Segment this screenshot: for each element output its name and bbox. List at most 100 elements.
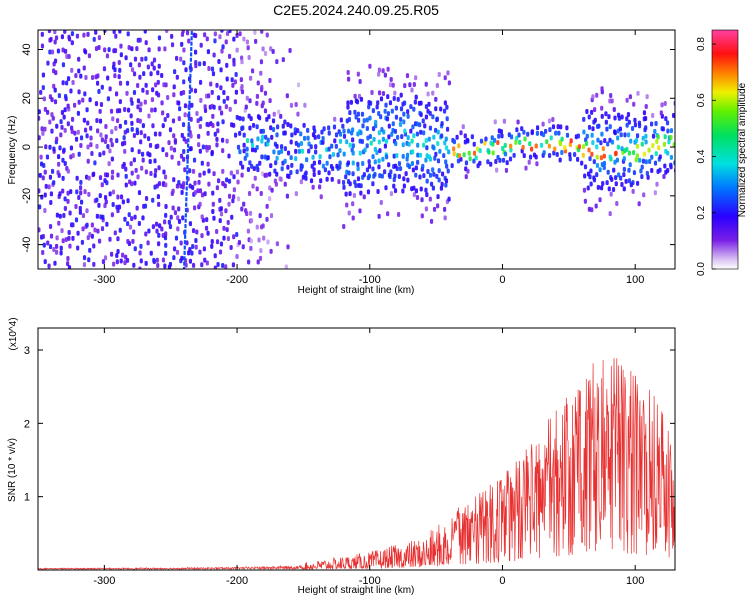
spectrogram-cell [403, 100, 407, 106]
spectrogram-cell [627, 119, 631, 125]
spectrogram-cell [93, 227, 97, 233]
spectrogram-cell [189, 146, 193, 152]
spectrogram-cell [635, 153, 639, 159]
spectrogram-cell [175, 55, 179, 61]
spectrogram-cell [436, 141, 440, 147]
spectrogram-cell [632, 170, 637, 176]
spectrogram-cell [44, 144, 48, 150]
spectrogram-cell [74, 136, 79, 142]
spectrogram-cell [412, 106, 416, 112]
spectrogram-cell [95, 213, 99, 219]
spectrogram-cell [345, 139, 349, 145]
spectrogram-cell [456, 158, 461, 164]
spectrogram-cell [62, 147, 66, 153]
spectrogram-cell [139, 130, 143, 136]
colorbar: 0.00.20.40.60.8 Normalized spectral ampl… [696, 29, 748, 276]
spectrogram-cell [342, 151, 346, 157]
spectrogram-cell [205, 36, 209, 42]
spectrogram-cell [387, 162, 391, 168]
spectrogram-cell [218, 105, 222, 111]
spectrogram-cell [225, 138, 229, 144]
spectrogram-cell [98, 193, 102, 199]
spectrogram-cell [198, 249, 202, 255]
spectrogram-cell [252, 166, 256, 172]
spectrogram-cell [398, 166, 403, 172]
spectrogram-cell [167, 219, 171, 225]
spectrogram-cell [193, 49, 198, 55]
spectrogram-cell [119, 194, 124, 200]
spectrogram-cell [545, 139, 549, 145]
spectrogram-cell [46, 60, 50, 66]
spectrogram-cell [362, 118, 366, 124]
spectrogram-cell [236, 196, 241, 202]
spectrogram-cell [472, 158, 476, 164]
spectrogram-cell [85, 133, 89, 139]
spectrogram-cell [655, 139, 659, 145]
spectrogram-cell [416, 142, 420, 148]
spectrogram-cell [509, 134, 514, 140]
spectrogram-cell [113, 67, 117, 73]
spectrogram-cell [271, 118, 276, 124]
spectrogram-cell [509, 147, 513, 153]
spectrogram-cell [85, 107, 89, 113]
spectrogram-cell [97, 35, 101, 41]
spectrogram-cell [78, 209, 82, 215]
spectrogram-cell [42, 96, 46, 102]
spectrogram-cell [126, 31, 130, 37]
spectrogram-cell [255, 224, 259, 230]
spectrogram-cell [219, 85, 223, 91]
spectrogram-cell [132, 133, 136, 139]
spectrogram-cell [290, 132, 294, 138]
spectrogram-cell [268, 77, 272, 83]
spectrogram-cell [97, 202, 101, 208]
spectrogram-drift-cell [189, 68, 192, 73]
spectrogram-cell [431, 167, 435, 173]
spectrogram-cell [361, 161, 365, 167]
spectrogram-cell [211, 123, 215, 129]
spectrogram-cell [613, 115, 617, 121]
spectrogram-cell [188, 258, 193, 264]
spectrogram-cell [544, 128, 548, 134]
spectrogram-cell [266, 141, 270, 147]
spectrogram-cell [202, 170, 206, 176]
spectrogram-cell [348, 191, 352, 197]
spectrogram-cell [296, 82, 301, 88]
spectrogram-cell [269, 213, 274, 219]
spectrogram-cell [636, 90, 640, 96]
spectrogram-cell [644, 115, 648, 121]
spectrogram-cell [587, 147, 591, 153]
spectrogram-cell [46, 109, 50, 115]
spectrogram-cell [198, 148, 202, 154]
spectrogram-cell [118, 67, 122, 73]
spectrogram-cell [67, 265, 72, 269]
spectrogram-cell [356, 71, 360, 77]
spectrogram-cell [440, 133, 444, 139]
spectrogram-cell [620, 181, 624, 187]
spectrogram-cell [181, 215, 185, 221]
spectrogram-cell [268, 171, 272, 177]
spectrogram-cell [119, 43, 123, 49]
spectrogram-cell [289, 102, 294, 108]
spectrogram-cell [359, 96, 364, 102]
spectrogram-cell [614, 175, 618, 181]
spectrogram-cell [309, 144, 313, 150]
spectrogram-cell [539, 142, 544, 148]
spectrogram-cell [86, 144, 90, 150]
spectrogram-cell [608, 124, 612, 130]
spectrogram-cell [143, 203, 148, 209]
spectrogram-cell [406, 113, 410, 119]
spectrogram-cell [313, 128, 317, 134]
spectrogram-cell [52, 180, 56, 186]
spectrogram-cell [255, 145, 259, 151]
spectrogram-cell [196, 188, 200, 194]
spectrogram-cell [182, 149, 186, 155]
spectrogram-cell [261, 134, 265, 140]
spectrogram-cell [440, 181, 444, 187]
spectrogram-cell [124, 182, 128, 188]
spectrogram-drift-cell [187, 132, 190, 137]
spectrogram-cell [496, 140, 500, 146]
spectrogram-cell [476, 146, 480, 152]
spectrogram-cell [310, 163, 314, 169]
spectrogram-cell [54, 249, 59, 255]
spectrogram-cell [573, 151, 577, 157]
